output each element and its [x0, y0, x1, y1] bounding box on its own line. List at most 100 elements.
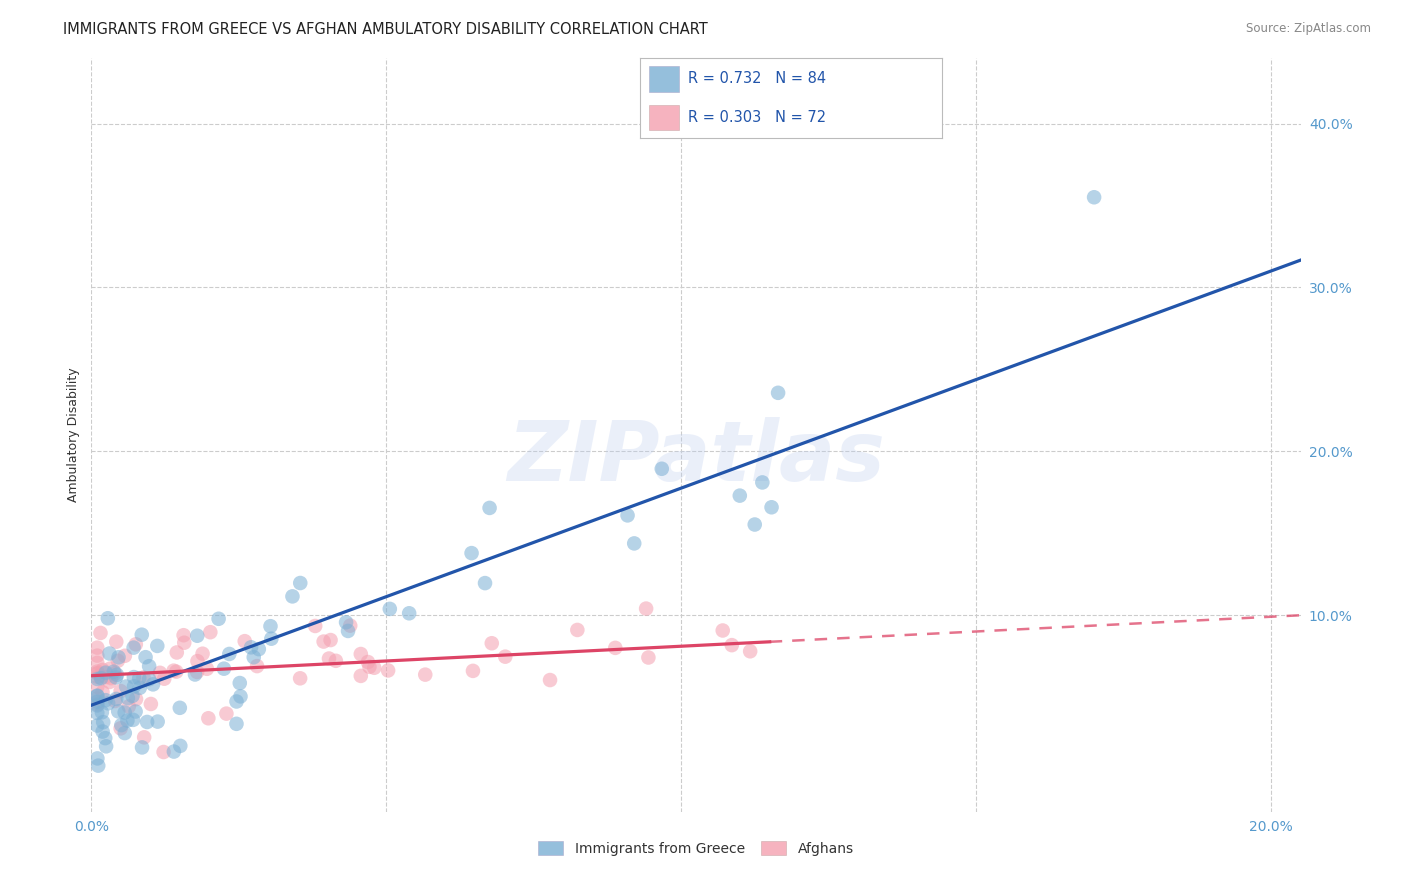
Point: [413, 667, 436, 681]
Bar: [648, 104, 679, 130]
Point: [335, 615, 357, 630]
Point: [212, 662, 235, 676]
Point: [110, 718, 132, 732]
Point: [146, 639, 169, 653]
Point: [131, 628, 153, 642]
Point: [107, 704, 129, 718]
Point: [89, 626, 111, 640]
Point: [481, 636, 503, 650]
Point: [98, 662, 121, 676]
Point: [494, 649, 516, 664]
Point: [86, 640, 108, 655]
Point: [98, 647, 121, 661]
Text: Source: ZipAtlas.com: Source: ZipAtlas.com: [1246, 22, 1371, 36]
Point: [128, 681, 150, 695]
Point: [86, 698, 108, 712]
Point: [339, 618, 361, 632]
Point: [163, 745, 186, 759]
Point: [304, 619, 326, 633]
Point: [104, 670, 127, 684]
Point: [94, 693, 117, 707]
Point: [86, 665, 108, 679]
Point: [87, 758, 110, 772]
Point: [197, 711, 219, 725]
Legend: Immigrants from Greece, Afghans: Immigrants from Greece, Afghans: [533, 836, 859, 862]
Point: [134, 731, 156, 745]
Point: [225, 694, 247, 708]
Point: [142, 677, 165, 691]
Point: [319, 633, 342, 648]
Point: [186, 629, 208, 643]
Point: [260, 632, 283, 646]
Point: [114, 648, 136, 663]
Point: [114, 726, 136, 740]
Bar: [648, 66, 679, 92]
Point: [153, 672, 176, 686]
Point: [86, 666, 108, 681]
Point: [122, 713, 145, 727]
Point: [105, 667, 128, 681]
Point: [567, 623, 589, 637]
Point: [86, 680, 108, 694]
Point: [91, 663, 114, 677]
Point: [186, 665, 208, 679]
Point: [91, 685, 114, 699]
Point: [107, 650, 129, 665]
Point: [728, 489, 751, 503]
Point: [86, 718, 108, 732]
Point: [86, 670, 108, 684]
Point: [86, 751, 108, 765]
Point: [115, 680, 138, 694]
Point: [138, 672, 160, 686]
Point: [359, 660, 381, 674]
Point: [94, 670, 117, 684]
Point: [169, 739, 191, 753]
Point: [86, 656, 108, 670]
Point: [128, 671, 150, 685]
Point: [125, 692, 148, 706]
Point: [91, 715, 114, 730]
Point: [350, 647, 373, 661]
Point: [744, 517, 766, 532]
Point: [136, 714, 159, 729]
Point: [290, 576, 312, 591]
Point: [125, 637, 148, 651]
Point: [110, 722, 132, 736]
Point: [105, 692, 128, 706]
Point: [118, 699, 141, 714]
Point: [105, 634, 128, 648]
Point: [90, 671, 112, 685]
Point: [117, 714, 139, 728]
Point: [86, 691, 108, 706]
Point: [325, 654, 347, 668]
Point: [377, 664, 399, 678]
Point: [163, 664, 186, 678]
Text: ZIPatlas: ZIPatlas: [508, 417, 884, 498]
Point: [104, 694, 127, 708]
Point: [124, 705, 146, 719]
Point: [152, 745, 174, 759]
Point: [139, 697, 162, 711]
Point: [173, 628, 195, 642]
Point: [90, 706, 112, 720]
Point: [242, 650, 264, 665]
Point: [107, 654, 129, 668]
Point: [104, 666, 127, 681]
Y-axis label: Ambulatory Disability: Ambulatory Disability: [67, 368, 80, 502]
Point: [478, 500, 501, 515]
Point: [94, 739, 117, 754]
Point: [97, 611, 120, 625]
Point: [135, 650, 157, 665]
Point: [318, 651, 340, 665]
Point: [173, 636, 195, 650]
Point: [288, 671, 311, 685]
Point: [86, 689, 108, 703]
Point: [637, 650, 659, 665]
Point: [761, 500, 783, 515]
Point: [169, 701, 191, 715]
Point: [97, 696, 120, 710]
Point: [86, 695, 108, 709]
Point: [200, 625, 222, 640]
Point: [460, 546, 482, 560]
Point: [605, 640, 627, 655]
